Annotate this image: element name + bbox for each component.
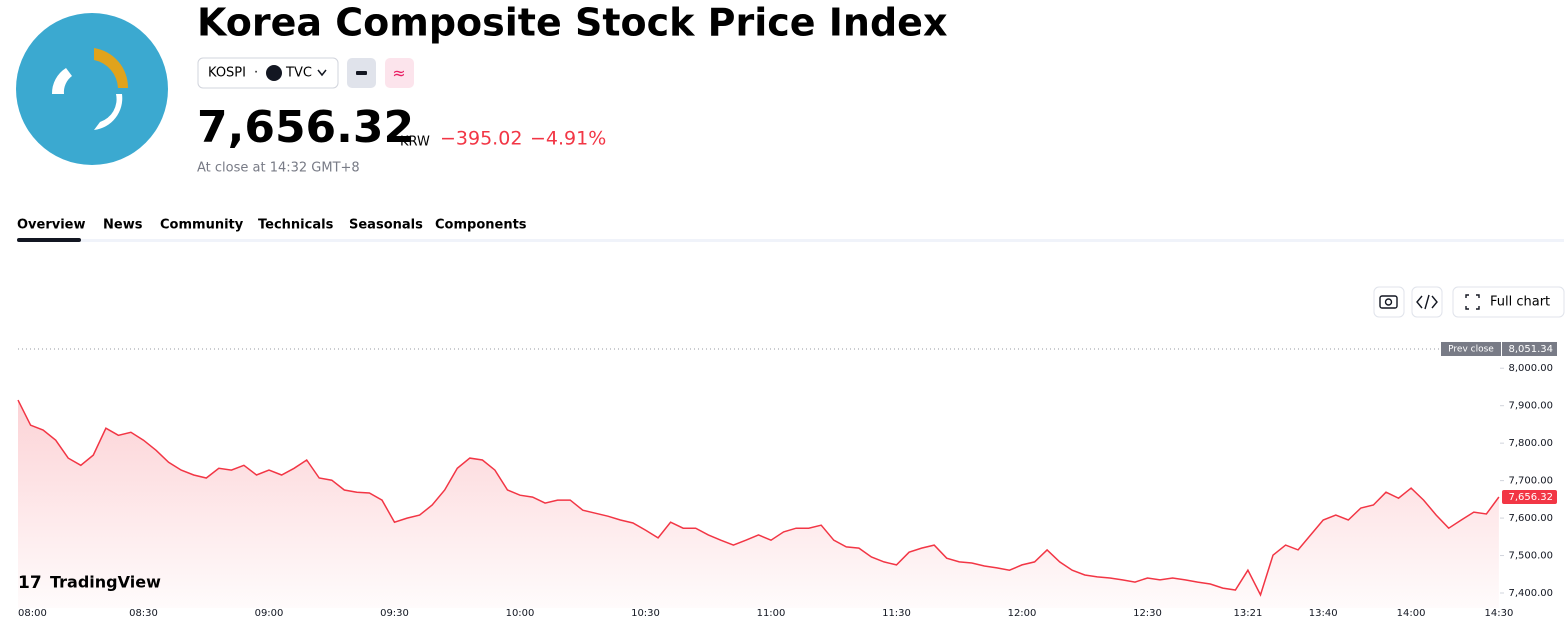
badge-icon: ≈ <box>392 64 405 83</box>
y-tick-label: 7,900.00 <box>1508 401 1553 412</box>
y-tick-label: 7,500.00 <box>1508 551 1553 562</box>
y-tick-label: 8,000.00 <box>1508 363 1553 374</box>
camera-lens <box>1384 298 1393 306</box>
x-tick-label: 13:40 <box>1309 608 1338 619</box>
x-tick-label: 12:30 <box>1133 608 1162 619</box>
snapshot-button[interactable] <box>1373 286 1405 318</box>
exchange: TVC <box>285 66 312 81</box>
x-tick-label: 14:30 <box>1484 608 1513 619</box>
tabs: Overview News Community Technicals Seasonals… <box>17 218 527 233</box>
x-tick-label: 11:30 <box>882 608 911 619</box>
watermark-text: TradingView <box>50 573 161 592</box>
change: −395.02 <box>440 128 522 150</box>
prev-close-value-tag <box>1502 341 1557 356</box>
x-tick-label: 10:00 <box>506 608 535 619</box>
y-tick-label: 7,400.00 <box>1508 588 1553 599</box>
y-tick-label: 7,600.00 <box>1508 513 1553 524</box>
tab[interactable]: Components <box>435 218 527 233</box>
fullscreen-icon <box>1465 294 1480 310</box>
logo <box>16 13 168 165</box>
y-tick-label: 7,800.00 <box>1508 438 1553 449</box>
badge[interactable] <box>385 58 414 88</box>
tv-icon <box>266 65 282 81</box>
full-chart-button[interactable] <box>1452 286 1565 318</box>
x-tick-label: 09:30 <box>380 608 409 619</box>
x-tick-label: 13:21 <box>1233 608 1262 619</box>
tab-indicator <box>17 238 81 242</box>
tab[interactable]: Seasonals <box>349 218 423 233</box>
price: 7,656.32 <box>197 102 414 153</box>
last-price-label: 7,656.32 <box>1508 492 1553 503</box>
prev-close-tag <box>1441 341 1501 356</box>
last-price-tag <box>1502 489 1557 504</box>
title: Korea Composite Stock Price Index <box>197 1 947 45</box>
x-tick-label: 08:30 <box>129 608 158 619</box>
change-percent: −4.91% <box>530 128 606 150</box>
watermark: 17 TradingView <box>18 573 161 594</box>
embed-icon <box>1416 294 1438 310</box>
currency: KRW <box>400 135 430 150</box>
x-tick-label: 10:30 <box>631 608 660 619</box>
y-tick-label: 7,700.00 <box>1508 476 1553 487</box>
chevron <box>317 69 327 77</box>
price-line <box>17 399 1500 597</box>
x-tick-label: 08:00 <box>18 608 47 619</box>
badge-icon <box>356 71 367 75</box>
watermark-logo: 17 <box>18 573 42 593</box>
tab[interactable]: News <box>103 218 143 233</box>
tab[interactable]: Overview <box>17 218 86 233</box>
dot: · <box>254 66 258 81</box>
tab-rail <box>17 239 1564 242</box>
x-tick-label: 14:00 <box>1397 608 1426 619</box>
x-tick-label: 11:00 <box>757 608 786 619</box>
x-tick-label: 09:00 <box>255 608 284 619</box>
x-tick-label: 12:00 <box>1008 608 1037 619</box>
camera-icon <box>1379 295 1398 309</box>
area <box>18 400 1499 608</box>
tab[interactable]: Community <box>160 218 244 233</box>
status: At close at 14:32 GMT+8 <box>197 161 360 176</box>
prev-close-label: Prev close <box>1448 344 1494 354</box>
full-chart-label: Full chart <box>1490 295 1550 310</box>
symbol: KOSPI <box>208 66 246 81</box>
tab[interactable]: Technicals <box>258 218 334 233</box>
chart: 7,400.00 7,500.00 7,600.00 7,700.00 7,800.00… <box>17 341 1557 619</box>
prev-close-value: 8,051.34 <box>1508 344 1553 355</box>
